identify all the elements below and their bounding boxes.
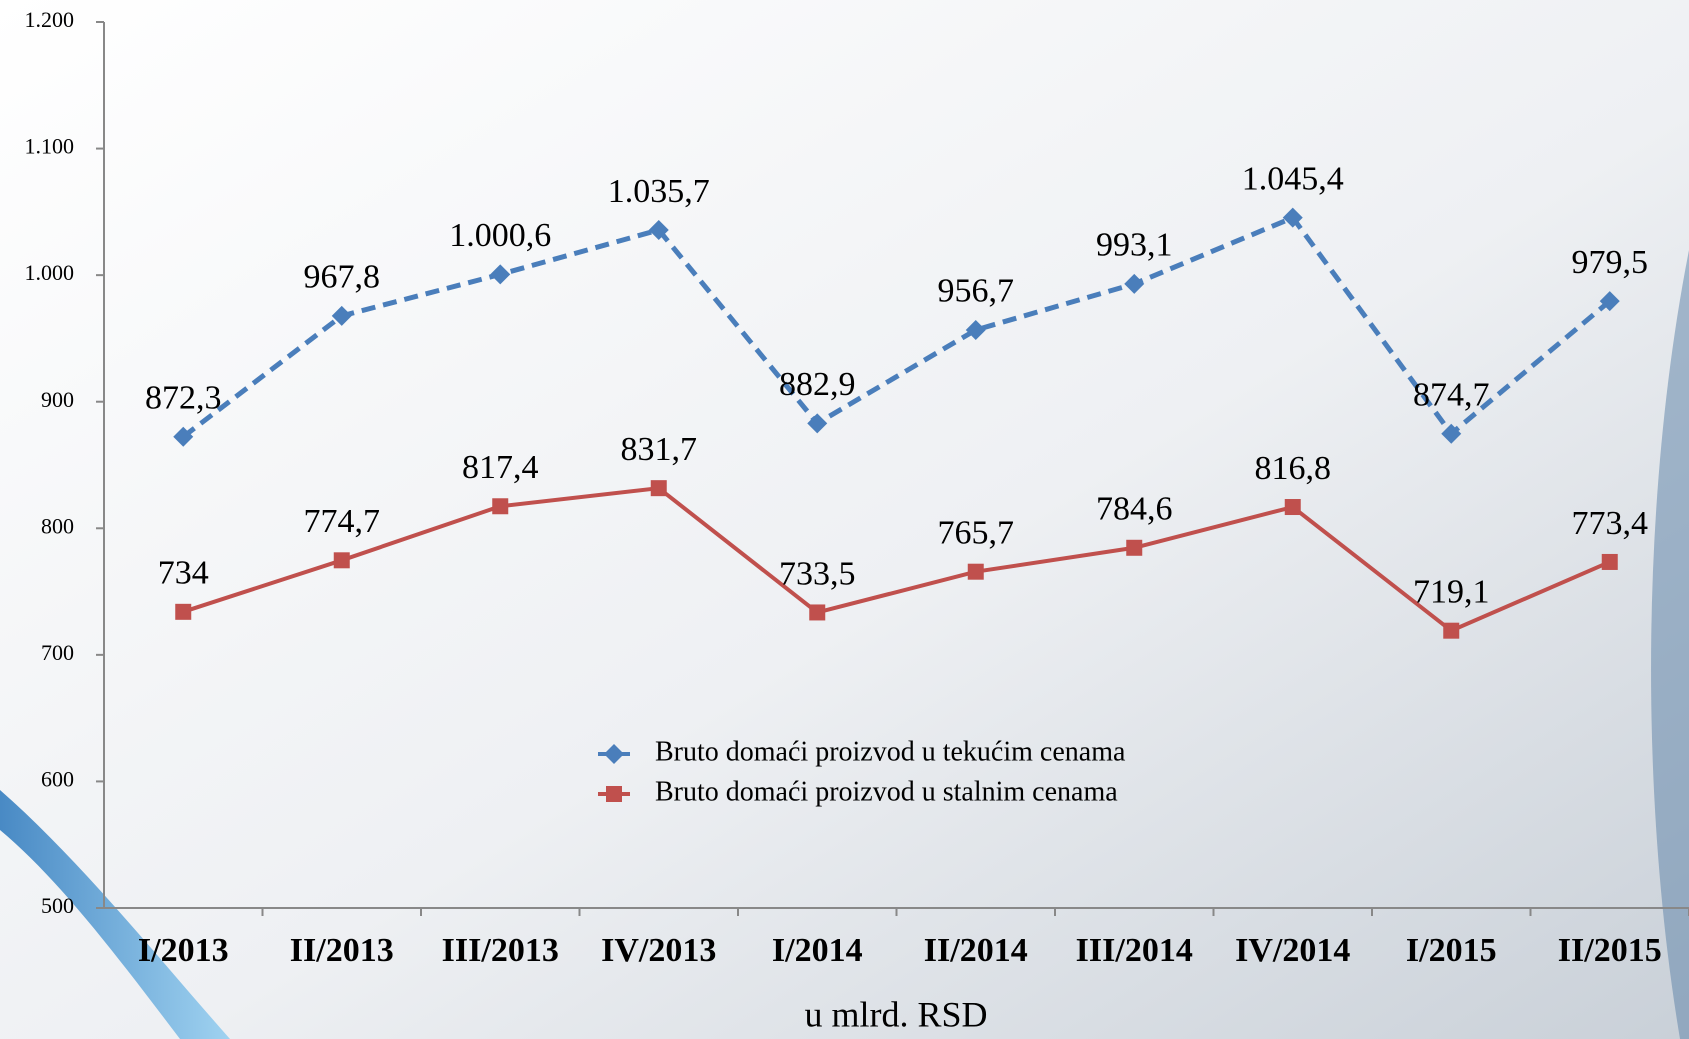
x-tick-label: I/2015 bbox=[1406, 932, 1497, 969]
point bbox=[807, 413, 828, 434]
point bbox=[492, 498, 509, 515]
point bbox=[1126, 539, 1143, 556]
point bbox=[967, 563, 984, 580]
y-tick-label: 1.000 bbox=[25, 260, 75, 285]
value-label: 882,9 bbox=[779, 366, 856, 403]
value-label: 817,4 bbox=[462, 449, 539, 486]
point bbox=[809, 604, 826, 621]
point bbox=[1601, 553, 1618, 570]
point bbox=[1443, 622, 1460, 639]
value-label: 774,7 bbox=[304, 503, 381, 540]
point bbox=[650, 480, 667, 497]
point bbox=[1441, 423, 1462, 444]
point bbox=[965, 319, 986, 340]
value-label: 773,4 bbox=[1572, 505, 1649, 542]
value-label: 733,5 bbox=[779, 555, 856, 592]
value-label: 816,8 bbox=[1255, 450, 1332, 487]
y-tick-label: 600 bbox=[41, 766, 74, 791]
point bbox=[333, 552, 350, 569]
value-label: 734 bbox=[158, 555, 209, 592]
swoosh bbox=[0, 790, 230, 1039]
swoosh bbox=[1651, 250, 1689, 1039]
point bbox=[490, 264, 511, 285]
x-tick-label: II/2014 bbox=[924, 932, 1028, 969]
value-label: 967,8 bbox=[304, 259, 381, 296]
x-tick-label: III/2013 bbox=[442, 932, 559, 969]
value-label: 979,5 bbox=[1572, 244, 1649, 281]
x-tick-label: IV/2014 bbox=[1235, 932, 1350, 969]
x-tick-label: III/2014 bbox=[1076, 932, 1193, 969]
value-label: 872,3 bbox=[145, 380, 222, 417]
point bbox=[1282, 207, 1303, 228]
y-tick-label: 800 bbox=[41, 513, 74, 538]
x-tick-label: II/2013 bbox=[290, 932, 394, 969]
y-tick-label: 1.100 bbox=[25, 134, 75, 159]
value-label: 765,7 bbox=[938, 514, 1015, 551]
y-tick-label: 700 bbox=[41, 640, 74, 665]
point bbox=[331, 305, 352, 326]
x-tick-label: II/2015 bbox=[1558, 932, 1662, 969]
y-tick-label: 1.200 bbox=[25, 7, 75, 32]
series-line bbox=[181, 214, 1612, 439]
legend-label: Bruto domaći proizvod u stalnim cenama bbox=[655, 776, 1118, 807]
value-label: 1.045,4 bbox=[1242, 160, 1344, 197]
value-label: 1.000,6 bbox=[449, 217, 551, 254]
point bbox=[173, 426, 194, 447]
value-label: 719,1 bbox=[1413, 573, 1490, 610]
x-tick-label: I/2013 bbox=[138, 932, 229, 969]
x-axis-label: u mlrd. RSD bbox=[804, 994, 987, 1034]
point bbox=[175, 603, 192, 620]
point bbox=[1124, 273, 1145, 294]
value-label: 784,6 bbox=[1096, 491, 1173, 528]
point bbox=[1599, 291, 1620, 312]
value-label: 993,1 bbox=[1096, 227, 1173, 264]
legend-label: Bruto domaći proizvod u tekućim cenama bbox=[655, 736, 1126, 767]
value-label: 831,7 bbox=[621, 431, 698, 468]
point bbox=[648, 219, 669, 240]
series-line bbox=[182, 486, 1611, 633]
value-label: 874,7 bbox=[1413, 377, 1490, 414]
point bbox=[1284, 499, 1301, 516]
value-label: 1.035,7 bbox=[608, 173, 710, 210]
x-tick-label: IV/2013 bbox=[601, 932, 716, 969]
x-tick-label: I/2014 bbox=[772, 932, 863, 969]
y-tick-label: 900 bbox=[41, 387, 74, 412]
value-label: 956,7 bbox=[938, 273, 1015, 310]
y-tick-label: 500 bbox=[41, 893, 74, 918]
